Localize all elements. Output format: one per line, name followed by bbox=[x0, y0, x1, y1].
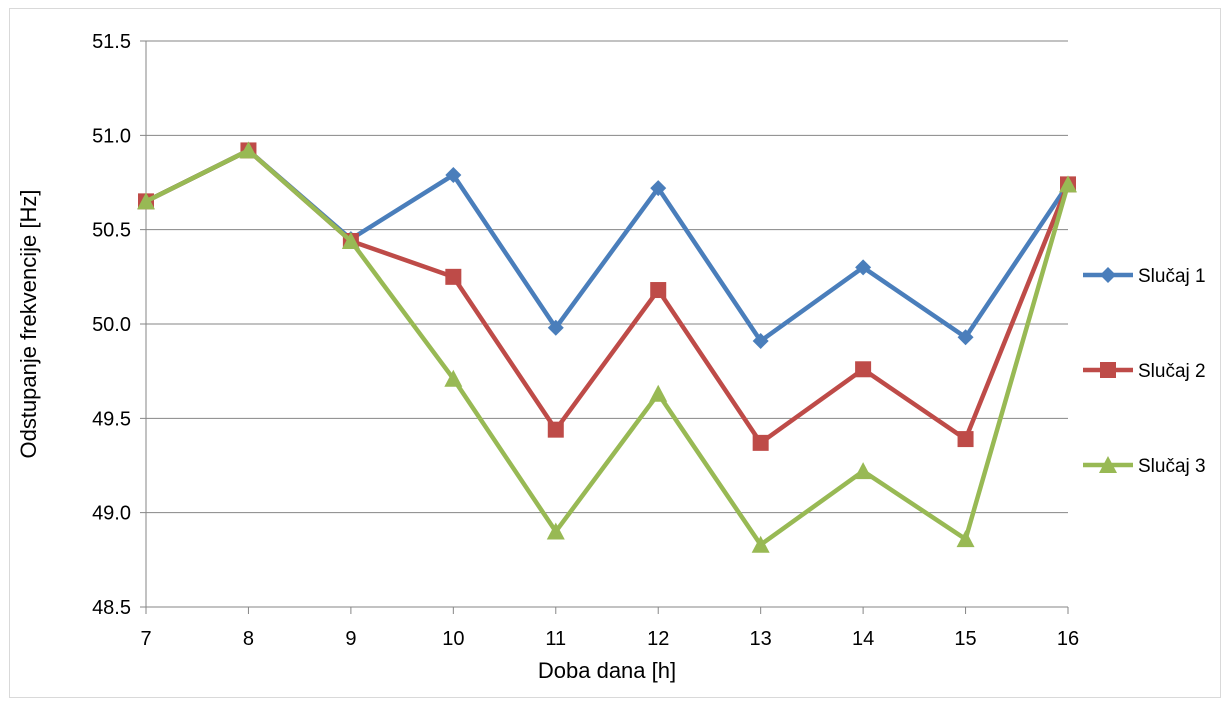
x-tick-label: 11 bbox=[545, 628, 566, 650]
data-point bbox=[444, 369, 463, 387]
y-tick-label: 51.0 bbox=[92, 125, 131, 147]
chart-frame bbox=[9, 8, 1221, 698]
y-tick-label: 51.5 bbox=[92, 31, 131, 53]
y-tick-label: 50.0 bbox=[92, 314, 131, 336]
series-3 bbox=[137, 141, 1077, 553]
legend-label: Slučaj 1 bbox=[1138, 266, 1206, 287]
series-line bbox=[144, 148, 1071, 446]
legend-item: Slučaj 2 bbox=[1083, 361, 1206, 382]
data-point bbox=[445, 166, 462, 183]
data-point bbox=[650, 282, 667, 299]
data-point bbox=[445, 268, 462, 285]
series-line bbox=[144, 148, 1070, 344]
legend-marker bbox=[1100, 362, 1116, 378]
x-tick-label: 12 bbox=[647, 628, 669, 650]
y-tick-label: 49.5 bbox=[92, 408, 131, 430]
x-tick-label: 7 bbox=[140, 628, 151, 650]
legend-item: Slučaj 1 bbox=[1083, 266, 1206, 287]
series-line bbox=[144, 148, 1071, 547]
legend-label: Slučaj 3 bbox=[1138, 456, 1206, 477]
data-point bbox=[649, 384, 668, 402]
data-point bbox=[957, 329, 974, 346]
legend-label: Slučaj 2 bbox=[1138, 361, 1206, 382]
x-tick-label: 15 bbox=[954, 628, 976, 650]
data-point bbox=[751, 535, 770, 553]
x-tick-label: 13 bbox=[750, 628, 772, 650]
data-point bbox=[547, 421, 564, 438]
data-point bbox=[137, 192, 155, 210]
series-1 bbox=[138, 142, 1076, 349]
data-point bbox=[1059, 175, 1077, 193]
legend-marker bbox=[1099, 456, 1117, 473]
x-tick-label: 10 bbox=[442, 628, 464, 650]
y-tick-label: 48.5 bbox=[92, 597, 131, 619]
y-tick-label: 50.5 bbox=[92, 220, 131, 242]
gridlines bbox=[140, 40, 1068, 608]
legend-item: Slučaj 3 bbox=[1083, 456, 1206, 477]
data-point bbox=[650, 180, 667, 197]
series-layer bbox=[137, 141, 1077, 553]
data-point bbox=[855, 259, 872, 276]
x-tick-label: 9 bbox=[345, 628, 356, 650]
y-tick-label: 49.0 bbox=[92, 503, 131, 525]
data-point bbox=[855, 361, 872, 378]
x-axis-title: Doba dana [h] bbox=[538, 658, 676, 683]
data-point bbox=[752, 332, 769, 349]
x-tick-label: 8 bbox=[243, 628, 254, 650]
data-point bbox=[547, 319, 564, 336]
data-point bbox=[239, 141, 258, 159]
x-tick-label: 16 bbox=[1057, 628, 1079, 650]
y-axis-title: Odstupanje frekvencije [Hz] bbox=[16, 189, 41, 458]
legend: Slučaj 1 Slučaj 2 Slučaj 3 bbox=[1083, 266, 1206, 477]
data-point bbox=[956, 530, 975, 548]
x-tick-label: 14 bbox=[852, 628, 874, 650]
series-2 bbox=[138, 142, 1076, 451]
data-point bbox=[752, 434, 769, 451]
data-point bbox=[957, 431, 974, 448]
data-point bbox=[854, 462, 873, 480]
data-point bbox=[341, 231, 360, 249]
axes: 48.5 49.0 49.5 50.0 50.5 51.0 51.5 7 8 9 10 11 12 13 1… bbox=[92, 31, 1079, 650]
data-point bbox=[546, 522, 565, 540]
legend-marker bbox=[1100, 267, 1116, 283]
